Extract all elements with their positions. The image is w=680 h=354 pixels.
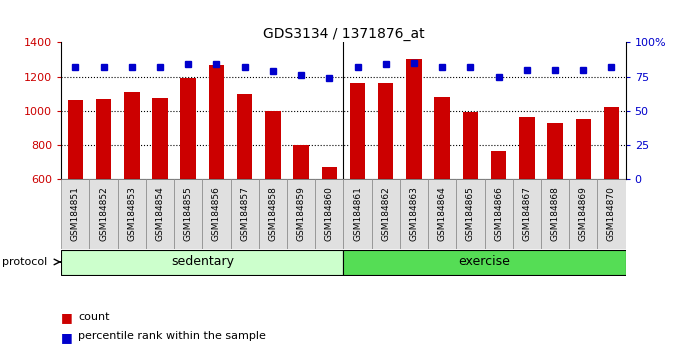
Bar — [484, 179, 513, 249]
Bar — [541, 179, 569, 249]
Text: GSM184864: GSM184864 — [438, 187, 447, 241]
Title: GDS3134 / 1371876_at: GDS3134 / 1371876_at — [262, 28, 424, 41]
Bar — [371, 179, 400, 249]
Bar — [61, 179, 90, 249]
Bar — [491, 151, 507, 179]
Text: ■: ■ — [61, 312, 77, 325]
Text: GSM184863: GSM184863 — [409, 186, 418, 241]
Bar — [406, 59, 422, 179]
Text: GSM184859: GSM184859 — [296, 186, 305, 241]
Bar — [237, 93, 252, 179]
Bar — [343, 250, 626, 275]
Text: GSM184858: GSM184858 — [269, 186, 277, 241]
Text: GSM184852: GSM184852 — [99, 187, 108, 241]
Bar — [209, 65, 224, 179]
Bar — [90, 179, 118, 249]
Bar — [519, 118, 534, 179]
Text: GSM184865: GSM184865 — [466, 186, 475, 241]
Text: GSM184857: GSM184857 — [240, 186, 249, 241]
Text: ■: ■ — [61, 331, 77, 344]
Text: GSM184854: GSM184854 — [156, 187, 165, 241]
Bar — [118, 179, 146, 249]
Bar — [575, 120, 591, 179]
Bar — [350, 82, 365, 179]
Bar — [462, 112, 478, 179]
Bar — [265, 111, 281, 179]
Bar — [180, 78, 196, 179]
Bar — [322, 167, 337, 179]
Text: count: count — [78, 312, 109, 321]
Text: GSM184855: GSM184855 — [184, 186, 192, 241]
Text: GSM184856: GSM184856 — [212, 186, 221, 241]
Bar — [293, 145, 309, 179]
Bar — [231, 179, 258, 249]
Text: GSM184866: GSM184866 — [494, 186, 503, 241]
Text: GSM184869: GSM184869 — [579, 186, 588, 241]
Bar — [287, 179, 315, 249]
Bar — [258, 179, 287, 249]
Text: protocol: protocol — [2, 257, 47, 267]
Text: percentile rank within the sample: percentile rank within the sample — [78, 331, 266, 341]
Text: GSM184870: GSM184870 — [607, 186, 616, 241]
Bar — [547, 122, 563, 179]
Bar — [604, 107, 619, 179]
Text: sedentary: sedentary — [171, 256, 234, 268]
Bar — [316, 179, 343, 249]
Text: GSM184862: GSM184862 — [381, 187, 390, 241]
Bar — [146, 179, 174, 249]
Bar — [343, 179, 371, 249]
Bar — [428, 179, 456, 249]
Bar — [124, 92, 139, 179]
Bar — [96, 99, 112, 179]
Bar — [597, 179, 626, 249]
Text: GSM184868: GSM184868 — [551, 186, 560, 241]
Bar — [435, 97, 450, 179]
Bar — [456, 179, 484, 249]
Text: exercise: exercise — [458, 256, 511, 268]
Bar — [203, 179, 231, 249]
Bar — [174, 179, 203, 249]
Text: GSM184853: GSM184853 — [127, 186, 136, 241]
Bar — [61, 250, 343, 275]
Bar — [152, 98, 168, 179]
Bar — [378, 84, 394, 179]
Bar — [400, 179, 428, 249]
Text: GSM184861: GSM184861 — [353, 186, 362, 241]
Text: GSM184867: GSM184867 — [522, 186, 531, 241]
Bar — [67, 101, 83, 179]
Bar — [569, 179, 597, 249]
Text: GSM184860: GSM184860 — [325, 186, 334, 241]
Bar — [513, 179, 541, 249]
Text: GSM184851: GSM184851 — [71, 186, 80, 241]
